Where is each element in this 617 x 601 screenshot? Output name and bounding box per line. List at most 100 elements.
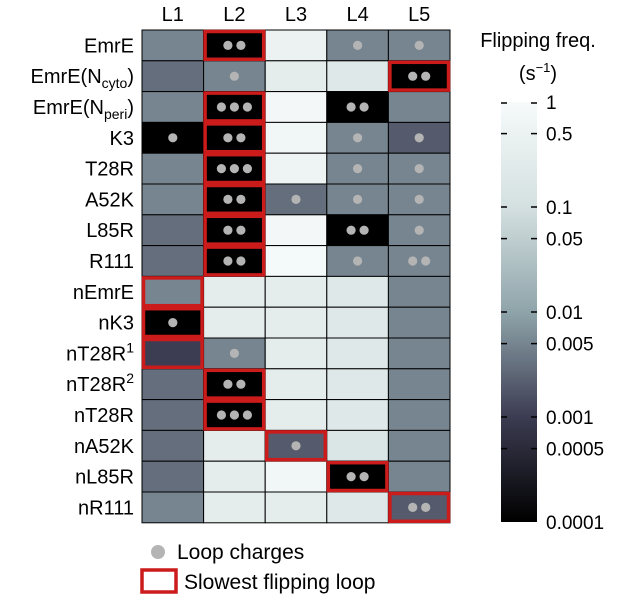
row-label: R111 [89, 251, 134, 273]
slowest-loop-box [203, 183, 266, 216]
loop-charge-dot [353, 194, 363, 204]
heatmap-cell [141, 245, 205, 277]
column-label-l3: L3 [285, 4, 307, 26]
loop-charge-dot [223, 225, 233, 235]
loop-charge-dot [242, 102, 252, 112]
heatmap-cell [141, 214, 205, 247]
heatmap-cell [264, 121, 328, 154]
loop-charge-dot [421, 502, 431, 512]
heatmap-cell [387, 491, 451, 524]
heatmap-cell [141, 29, 205, 62]
legend-charge-dot [151, 545, 165, 559]
row-label: A52K [85, 189, 135, 211]
heatmap-cell [203, 306, 266, 339]
loop-charge-dot [223, 194, 233, 204]
slowest-loop-box [141, 306, 204, 339]
legend-slowest-box [140, 568, 178, 594]
loop-charge-dots [168, 40, 431, 512]
row-label: EmrE [84, 35, 134, 57]
loop-charge-dot [242, 164, 252, 174]
column-headers: L1 L2 L3 L4 L5 [162, 4, 431, 26]
column-label-l5: L5 [408, 4, 430, 26]
loop-charge-dot [346, 472, 356, 482]
heatmap-cell [141, 429, 205, 462]
colorbar-tick-label: 0.005 [546, 335, 594, 356]
row-label: nT28R [74, 405, 134, 427]
heatmap-cell [203, 491, 266, 524]
colorbar-tick-label: 0.05 [546, 230, 583, 251]
row-label: nEmrE [73, 282, 134, 304]
heatmap-cell [141, 152, 205, 185]
slowest-loop-box [141, 337, 204, 370]
loop-charge-dot [353, 40, 363, 51]
loop-charge-dot [223, 256, 233, 266]
heatmap-cell [326, 399, 389, 431]
slowest-loop-box [203, 399, 266, 431]
loop-charge-dot [229, 102, 239, 112]
colorbar-title: Flipping freq. [480, 30, 596, 52]
row-label: EmrE(Nperi) [33, 97, 134, 122]
heatmap-cell [141, 368, 205, 401]
row-label: K3 [110, 128, 134, 150]
slowest-loop-box [203, 91, 266, 123]
legend: Loop charges Slowest flipping loop [140, 541, 375, 594]
loop-charge-dot [229, 71, 239, 81]
column-label-l4: L4 [346, 4, 368, 26]
heatmap-cell [203, 245, 266, 277]
heatmap-cell [264, 460, 328, 493]
colorbar-tick-label: 0.0001 [546, 513, 604, 534]
heatmap-cell [203, 368, 266, 401]
heatmap-cell [141, 460, 205, 493]
loop-charge-dot [414, 225, 424, 235]
heatmap-cell [326, 91, 389, 123]
slowest-loop-box [388, 60, 451, 92]
heatmap-cell [387, 91, 451, 123]
row-label: nT28R2 [66, 370, 134, 396]
slowest-loop-box [203, 245, 266, 277]
slowest-loop-box [264, 430, 328, 462]
heatmap-cell [141, 183, 205, 216]
loop-charge-dot [236, 40, 246, 51]
loop-charge-dot [421, 71, 431, 81]
loop-charge-dot [408, 502, 418, 512]
heatmap-cell [387, 60, 451, 93]
loop-charge-dot [408, 256, 418, 266]
heatmap-cell [264, 491, 328, 524]
heatmap-cell [264, 337, 328, 370]
loop-charge-dot [223, 40, 233, 51]
heatmap-cell [141, 91, 205, 123]
heatmap-cell [264, 60, 328, 93]
heatmap-cell [264, 91, 328, 123]
row-label: nL85R [75, 467, 134, 489]
heatmap-cell [387, 337, 451, 370]
slowest-loop-box [141, 276, 204, 308]
colorbar-ticks: 1 0.5 0.1 0.05 0.01 0.005 0.001 0.0005 0.0001 [501, 93, 604, 534]
heatmap-cell [387, 460, 451, 493]
slowest-loop-box [326, 460, 389, 493]
loop-charge-dot [168, 318, 178, 328]
heatmap-cell [326, 275, 389, 308]
slowest-loop-box [203, 29, 266, 62]
loop-charge-dot [291, 194, 301, 204]
loop-charge-dot [242, 410, 252, 420]
heatmap-cell [141, 491, 205, 524]
heatmap-cell [264, 245, 328, 277]
column-label-l1: L1 [162, 4, 184, 26]
slowest-loop-box [203, 214, 266, 246]
loop-charge-dot [414, 133, 424, 143]
slowest-loop-box [203, 368, 266, 400]
heatmap-cell [387, 275, 451, 308]
row-labels: EmrE EmrE(Ncyto) EmrE(Nperi) K3 T28R A52K L85R… [31, 35, 135, 519]
loop-charge-dot [216, 102, 226, 112]
loop-charge-dot [229, 164, 239, 174]
heatmap-cell [326, 60, 389, 93]
loop-charge-dot [346, 102, 356, 112]
row-label: L85R [86, 220, 134, 242]
heatmap-cell [141, 60, 205, 93]
loop-charge-dot [353, 133, 363, 143]
heatmap-cell [387, 429, 451, 462]
loop-charge-dot [236, 225, 246, 235]
heatmap-cell [326, 491, 389, 524]
loop-charge-dot [359, 472, 369, 482]
colorbar-unit: (s−1) [519, 60, 557, 85]
